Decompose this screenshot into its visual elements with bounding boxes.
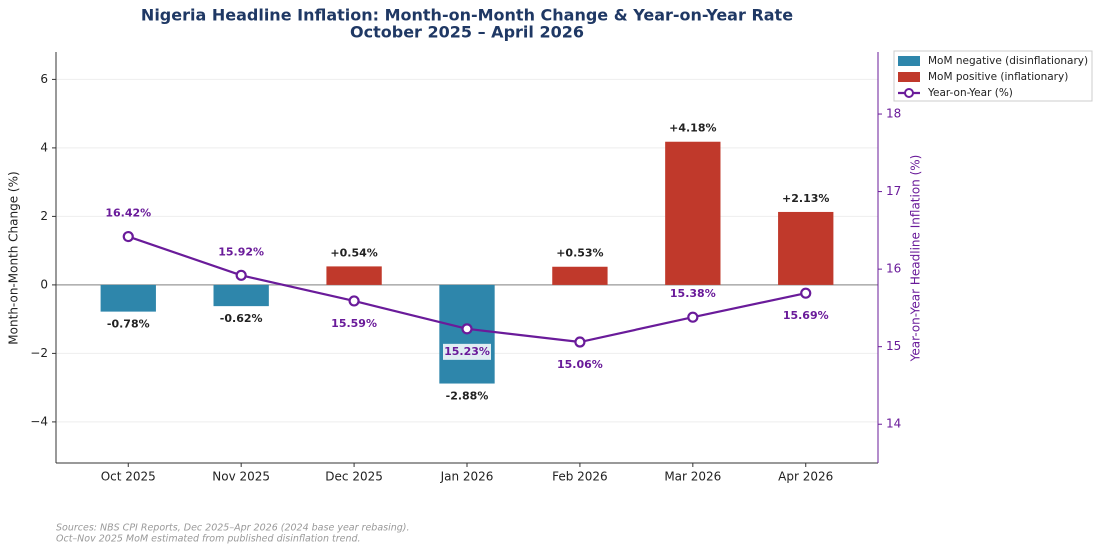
yoy-point: [348, 295, 360, 307]
yoy-value-label: 15.23%: [444, 345, 490, 358]
legend-box: [893, 50, 1093, 102]
footnote: Sources: NBS CPI Reports, Dec 2025–Apr 2…: [56, 523, 410, 534]
y2-tick-label: 18: [886, 107, 901, 121]
legend-swatch: [898, 56, 920, 66]
bar-value-label: -2.88%: [446, 390, 489, 403]
bar-value-label: +2.13%: [782, 192, 829, 205]
footnote: Oct–Nov 2025 MoM estimated from publishe…: [56, 534, 361, 545]
yoy-value-label: 15.06%: [557, 358, 603, 371]
bar: [213, 284, 269, 307]
bar: [778, 211, 834, 285]
y-axis-label: Month-on-Month Change (%): [7, 171, 21, 344]
legend-label: MoM positive (inflationary): [928, 71, 1068, 83]
y2-tick-label: 14: [886, 417, 901, 431]
yoy-value-label: 16.42%: [105, 207, 151, 220]
bar: [100, 284, 156, 312]
x-tick-label: Oct 2025: [101, 470, 156, 484]
y2-tick-label: 16: [886, 262, 901, 276]
y-tick-label: 0: [40, 277, 48, 291]
chart-subtitle: October 2025 – April 2026: [350, 23, 584, 42]
yoy-value-label: 15.38%: [670, 287, 716, 300]
legend-label: MoM negative (disinflationary): [928, 55, 1088, 67]
bar: [326, 266, 382, 285]
yoy-point: [461, 323, 473, 335]
bar-value-label: -0.78%: [107, 318, 150, 331]
yoy-point: [235, 269, 247, 281]
legend-label: Year-on-Year (%): [927, 87, 1013, 99]
yoy-value-label: 15.69%: [783, 309, 829, 322]
x-tick-label: Jan 2026: [440, 470, 494, 484]
yoy-value-label: 15.59%: [331, 317, 377, 330]
legend-marker: [904, 88, 914, 98]
y-tick-label: 4: [40, 140, 48, 154]
label-bg: [443, 343, 491, 360]
chart-title: Nigeria Headline Inflation: Month-on-Mon…: [141, 6, 793, 25]
yoy-value-label: 15.92%: [218, 245, 264, 258]
y-tick-label: −2: [30, 346, 48, 360]
y2-tick-label: 15: [886, 339, 901, 353]
x-tick-label: Apr 2026: [778, 470, 833, 484]
legend-swatch: [898, 72, 920, 82]
bar-value-label: +0.54%: [330, 246, 377, 259]
x-tick-label: Dec 2025: [325, 470, 383, 484]
yoy-point: [574, 336, 586, 348]
y-tick-label: 6: [40, 72, 48, 86]
bar-value-label: -0.62%: [220, 312, 263, 325]
y-tick-label: 2: [40, 209, 48, 223]
bar: [552, 266, 608, 285]
x-tick-label: Mar 2026: [664, 470, 721, 484]
yoy-point: [800, 287, 812, 299]
yoy-point: [122, 230, 134, 243]
y2-tick-label: 17: [886, 184, 901, 198]
bar-value-label: +0.53%: [556, 247, 603, 260]
bar: [665, 141, 721, 285]
y2-axis-label: Year-on-Year Headline Inflation (%): [909, 155, 923, 363]
x-tick-label: Feb 2026: [552, 470, 608, 484]
bar-value-label: +4.18%: [669, 122, 716, 135]
y-tick-label: −4: [30, 414, 48, 428]
yoy-point: [687, 311, 699, 323]
x-tick-label: Nov 2025: [212, 470, 270, 484]
